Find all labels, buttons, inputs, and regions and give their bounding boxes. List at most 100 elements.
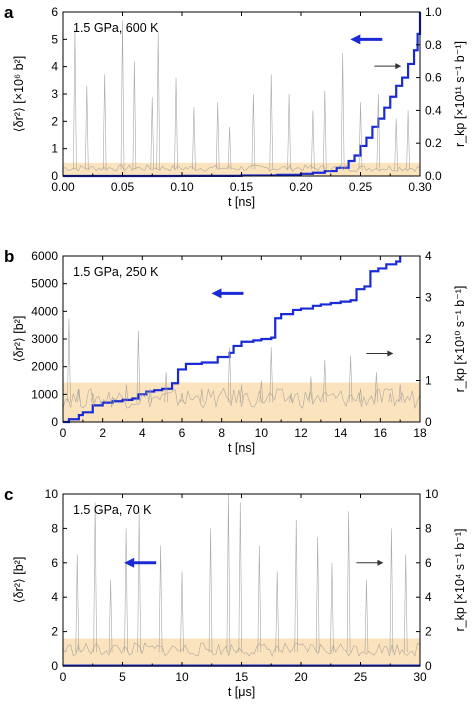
panel-b: 0 2 4 6 8 10 12 14 16 180100020003000400050006000… [4, 247, 467, 455]
x-axis-label: t [ns] [228, 195, 255, 209]
x-tick-label: 0.05 [111, 180, 135, 194]
x-tick-label: 25 [354, 670, 368, 684]
rate-spike [251, 93, 256, 170]
rate-spike [150, 97, 155, 170]
x-tick-label: 8 [218, 426, 225, 440]
rate-spike [388, 392, 393, 403]
x-tick-label: 5 [119, 670, 126, 684]
y-tick-label: 0 [51, 659, 58, 673]
x-tick-label: 4 [139, 426, 146, 440]
y-axis-label: ⟨δr²⟩ [×10⁶ b²] [12, 56, 26, 132]
x-tick-label: 0 [60, 426, 67, 440]
band-rect [63, 162, 420, 176]
y-tick-label: 10 [45, 487, 59, 501]
y2-tick-label: 0.8 [425, 38, 442, 52]
rate-spike [238, 502, 243, 653]
x-tick-label: 14 [334, 426, 348, 440]
rate-spike [227, 347, 232, 403]
rate-spike [394, 118, 398, 170]
rate-spike [102, 74, 107, 170]
y2-tick-label: 0 [425, 659, 432, 673]
x-tick-label: 30 [413, 670, 427, 684]
x-tick-label: 12 [294, 426, 308, 440]
y-tick-label: 4000 [31, 304, 58, 318]
rate-spike [346, 511, 351, 653]
y2-axis-label: r_kp [×10¹¹ s⁻¹ b⁻¹] [453, 41, 467, 147]
rate-spike [259, 380, 264, 403]
y2-tick-label: 0.4 [425, 103, 442, 117]
rate-spike [148, 388, 153, 403]
axis-arrow-left-head [124, 557, 135, 568]
y-tick-label: 6000 [31, 249, 58, 263]
rate-spike [174, 77, 178, 170]
condition-annotation: 1.5 GPa, 70 K [73, 503, 152, 517]
y-tick-label: 2000 [31, 360, 58, 374]
y-tick-label: 0 [51, 169, 58, 183]
y2-tick-label: 4 [425, 590, 432, 604]
y-tick-label: 6 [51, 556, 58, 570]
rate-spike [323, 359, 327, 403]
y2-tick-label: 2 [425, 332, 432, 346]
rate-spike [93, 502, 97, 653]
condition-annotation: 1.5 GPa, 600 K [73, 21, 159, 35]
rate-spike [289, 392, 293, 403]
x-tick-label: 0.10 [170, 180, 194, 194]
rate-spike [227, 126, 232, 170]
y-tick-label: 4 [51, 60, 58, 74]
x-tick-label: 0.25 [349, 180, 373, 194]
panel-a: 0.00 0.05 0.10 0.15 0.20 0.25 0.30 0 1 2 3 4 5 6 0.0 0.… [4, 3, 467, 209]
rate-spike [77, 388, 81, 403]
rate-spike [208, 528, 213, 653]
rate-spike [67, 318, 71, 403]
y-axis-label: ⟨δr²⟩ [b²] [12, 557, 26, 604]
rate-spike [398, 384, 402, 403]
rate-spike [75, 554, 80, 653]
y-tick-label: 3 [51, 87, 58, 101]
x-tick-label: 2 [99, 426, 106, 440]
y-tick-label: 1 [51, 142, 58, 156]
rate-spike [124, 528, 128, 653]
rate-spike [136, 330, 141, 403]
rate-spike [124, 384, 129, 403]
rate-spike [403, 554, 408, 653]
rate-spike [294, 519, 299, 653]
x-tick-label: 15 [235, 670, 249, 684]
axis-arrow-right-head [395, 63, 402, 70]
rate-spike [364, 579, 369, 653]
y2-tick-label: 1 [425, 374, 432, 388]
x-tick-label: 0.00 [51, 180, 75, 194]
y2-tick-label: 0.2 [425, 136, 442, 150]
y-tick-label: 8 [51, 521, 58, 535]
y-axis-label: ⟨δr²⟩ [b²] [12, 316, 26, 363]
y-tick-label: 1000 [31, 387, 58, 401]
condition-annotation: 1.5 GPa, 250 K [73, 265, 159, 279]
x-tick-label: 20 [294, 670, 308, 684]
rate-spike [406, 110, 410, 170]
rate-spike [137, 511, 141, 653]
x-tick-label: 16 [374, 426, 388, 440]
rate-spike [200, 388, 204, 403]
rate-spike [358, 102, 363, 170]
series-rate-trace [62, 20, 421, 172]
x-tick-label: 6 [179, 426, 186, 440]
rate-spike [164, 372, 168, 403]
panel-label: c [4, 485, 13, 504]
y-tick-label: 5000 [31, 277, 58, 291]
rate-spike [158, 545, 163, 653]
rate-spike [108, 579, 113, 653]
x-axis-label: t [μs] [228, 685, 255, 699]
panel-label: b [4, 247, 14, 266]
rate-spike [85, 85, 89, 170]
y-tick-label: 2 [51, 625, 58, 639]
rate-spike [309, 376, 313, 403]
x-tick-label: 0.30 [408, 180, 432, 194]
y-tick-label: 6 [51, 5, 58, 19]
rate-spike [257, 545, 262, 653]
rate-spike [275, 571, 279, 653]
rate-spike [330, 562, 334, 653]
y2-tick-label: 0.0 [425, 169, 442, 183]
rate-spike [269, 347, 274, 403]
y2-tick-label: 0 [425, 415, 432, 429]
